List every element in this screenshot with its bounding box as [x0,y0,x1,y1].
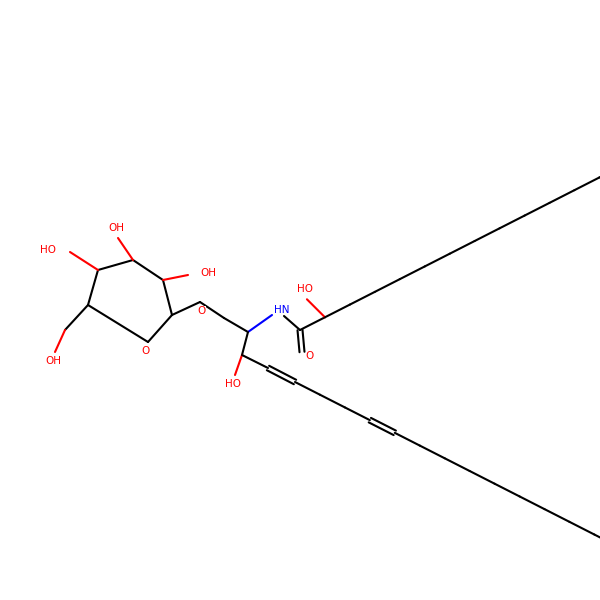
Text: OH: OH [200,268,216,278]
Text: O: O [142,346,150,356]
Text: HO: HO [225,379,241,389]
Text: HO: HO [40,245,56,255]
Text: HO: HO [297,284,313,294]
Text: HN: HN [274,305,290,315]
Text: OH: OH [45,356,61,366]
Text: OH: OH [108,223,124,233]
Text: O: O [306,351,314,361]
Text: O: O [198,306,206,316]
